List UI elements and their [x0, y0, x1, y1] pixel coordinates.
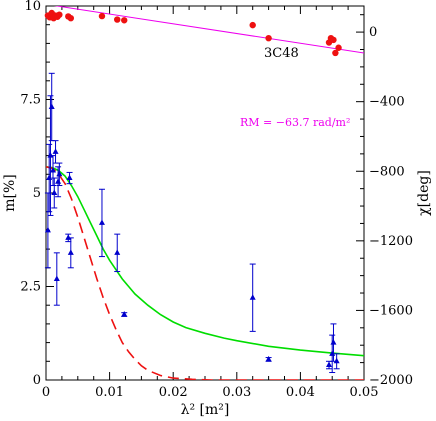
pol-point: [53, 275, 60, 282]
lines-layer: [46, 6, 364, 380]
x-axis-title: λ² [m²]: [181, 402, 230, 418]
y-right-tick-label: −1200: [369, 234, 413, 249]
x-tick-label: 0.02: [159, 385, 188, 400]
pol-point: [330, 339, 337, 345]
source-label: 3C48: [264, 46, 299, 61]
ticks-layer: [45, 5, 365, 381]
pol-point: [265, 355, 272, 362]
rm_fit-line: [53, 6, 364, 54]
pol-point: [249, 294, 256, 300]
angle-point: [332, 49, 339, 57]
y-left-tick-label: 10: [24, 0, 41, 14]
angle-point: [67, 14, 75, 22]
y-right-tick-label: −800: [369, 164, 405, 179]
pol-point: [67, 249, 74, 255]
pol-point: [98, 219, 105, 225]
angle-point: [114, 16, 121, 23]
pol-point: [46, 174, 53, 181]
pol-point: [52, 148, 59, 154]
y-axis-right-title: χ[deg]: [416, 170, 432, 216]
pol-point: [326, 361, 333, 368]
pol-point: [333, 357, 340, 364]
angle-point: [121, 17, 128, 24]
x-tick-label: 0.04: [286, 385, 315, 400]
angle-point: [330, 36, 337, 44]
angle-point: [98, 12, 106, 20]
y-right-tick-label: −2000: [369, 373, 413, 388]
angle-point: [249, 21, 256, 29]
labels-layer: 0 0.01 0.02 0.03 0.04 0.05 0 2.5 5 7.5 10 0 −400 −800…: [20, 0, 413, 400]
y-left-tick-label: 7.5: [20, 93, 41, 108]
pol-point: [51, 189, 58, 195]
x-tick-label: 0.01: [95, 385, 124, 400]
pol-point: [48, 103, 55, 109]
pol-point: [47, 152, 54, 158]
y-axis-left-title: m[%]: [2, 174, 18, 212]
model_red-line: [46, 166, 364, 380]
pol-point: [65, 234, 72, 240]
y-left-tick-label: 5: [33, 186, 41, 201]
angle-point: [56, 11, 63, 18]
pol-point: [121, 311, 128, 317]
angle-point: [335, 44, 342, 51]
rm-annotation: RM = −63.7 rad/m²: [240, 116, 350, 129]
angle-point: [265, 34, 272, 42]
y-right-tick-label: −400: [369, 95, 405, 110]
y-right-tick-label: 0: [369, 25, 377, 40]
pol-point: [66, 174, 73, 181]
pol-point: [114, 249, 121, 255]
model_green-line: [46, 166, 364, 357]
y-left-tick-label: 2.5: [20, 280, 41, 295]
x-tick-label: 0: [42, 385, 50, 400]
points-layer: [44, 9, 342, 374]
pol-point: [49, 167, 56, 173]
pol-point: [55, 178, 62, 184]
y-right-tick-label: −1600: [369, 303, 413, 318]
pol-point: [44, 226, 51, 233]
y-left-tick-label: 0: [33, 373, 41, 388]
pol-point: [56, 170, 63, 177]
plot-frame: [45, 5, 365, 381]
x-tick-label: 0.05: [350, 385, 379, 400]
x-tick-label: 0.03: [222, 385, 251, 400]
